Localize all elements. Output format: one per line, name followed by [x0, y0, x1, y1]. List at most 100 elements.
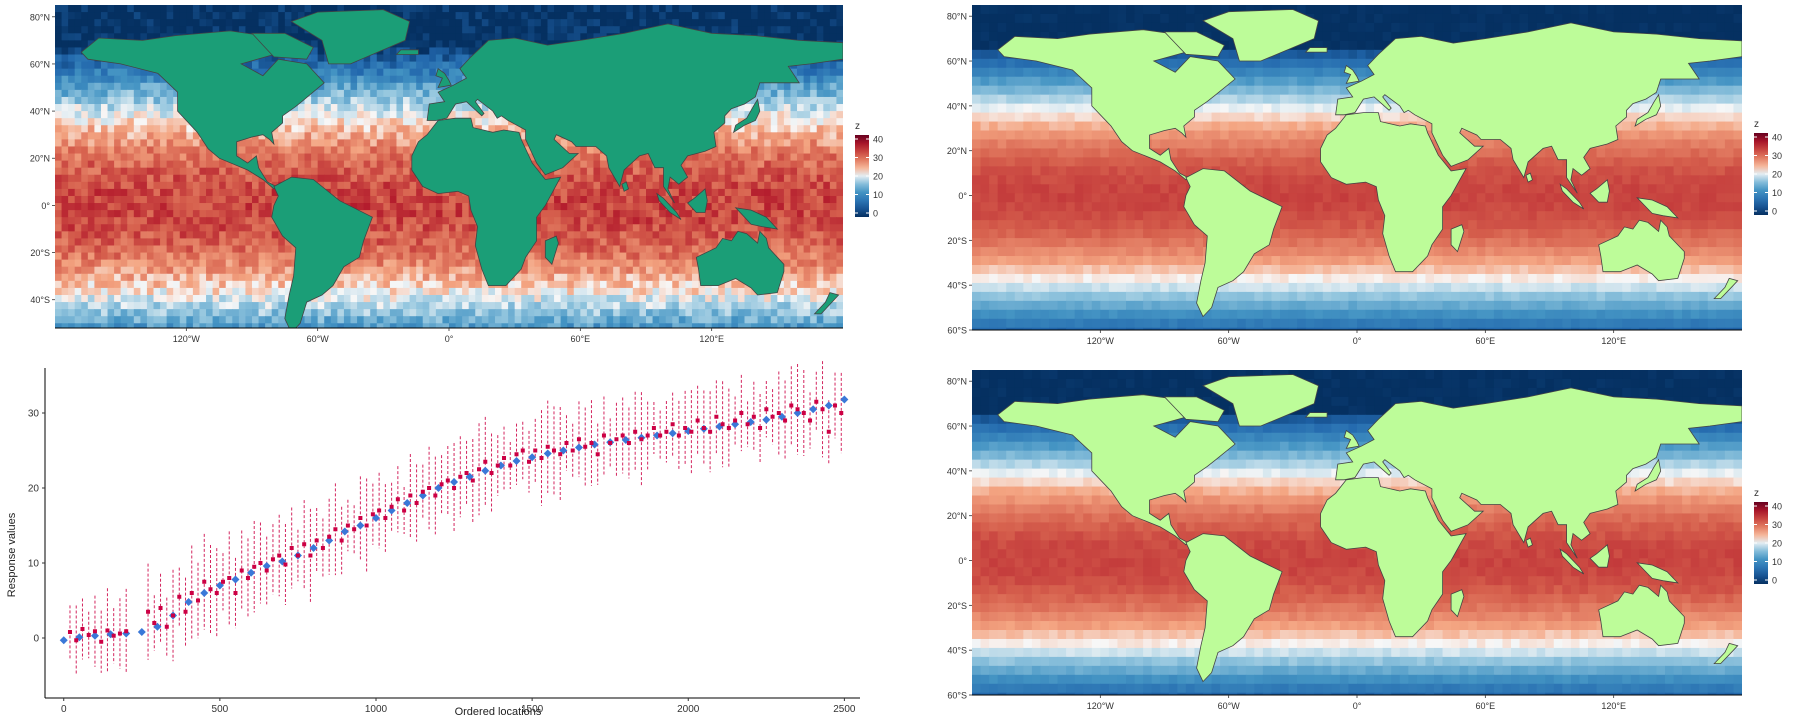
- trend-point: [60, 636, 68, 644]
- trend-point: [231, 576, 239, 584]
- observed-point: [664, 430, 668, 434]
- observed-point: [458, 475, 462, 479]
- lat-tick-label: 20°N: [30, 154, 50, 164]
- lat-tick-label: 40°S: [947, 281, 967, 291]
- observed-point: [477, 467, 481, 471]
- landmass: [1306, 413, 1327, 418]
- trend-point: [575, 444, 583, 452]
- observed-point: [465, 471, 469, 475]
- observed-point: [821, 407, 825, 411]
- lat-tick-label: 20°N: [947, 511, 967, 521]
- observed-point: [621, 434, 625, 438]
- lat-tick-label: 40°S: [30, 295, 50, 305]
- observed-point: [577, 437, 581, 441]
- observed-point: [112, 634, 116, 638]
- legend-tick-label: 0: [1772, 576, 1777, 586]
- observed-point: [702, 426, 706, 430]
- observed-point: [80, 627, 84, 631]
- legend-tick-label: 30: [1772, 520, 1782, 530]
- observed-point: [358, 516, 362, 520]
- observed-point: [68, 630, 72, 634]
- observed-point: [177, 595, 181, 599]
- lon-tick-label: 0°: [1353, 336, 1362, 346]
- lon-tick-label: 120°E: [699, 334, 724, 344]
- observed-point: [546, 445, 550, 449]
- observed-point: [789, 404, 793, 408]
- observed-point: [671, 422, 675, 426]
- lon-tick-label: 0°: [445, 334, 454, 344]
- observed-point: [739, 411, 743, 415]
- observed-point: [833, 404, 837, 408]
- observed-point: [371, 512, 375, 516]
- observed-point: [764, 407, 768, 411]
- observed-point: [352, 527, 356, 531]
- lat-tick-label: 0°: [958, 556, 967, 566]
- trend-point: [669, 429, 677, 437]
- observed-point: [333, 527, 337, 531]
- observed-point: [308, 554, 312, 558]
- observed-point: [714, 415, 718, 419]
- observed-point: [839, 411, 843, 415]
- observed-point: [483, 460, 487, 464]
- lat-tick-label: 60°S: [947, 691, 967, 701]
- observed-point: [814, 400, 818, 404]
- observed-point: [627, 441, 631, 445]
- observed-point: [471, 479, 475, 483]
- y-axis-label: Response values: [6, 512, 18, 597]
- observed-point: [124, 629, 128, 633]
- observed-point: [721, 422, 725, 426]
- observed-point: [74, 638, 78, 642]
- observed-point: [402, 509, 406, 513]
- observed-point: [408, 494, 412, 498]
- observed-point: [733, 419, 737, 423]
- observed-point: [315, 539, 319, 543]
- observed-point: [639, 437, 643, 441]
- observed-point: [533, 449, 537, 453]
- observed-point: [752, 415, 756, 419]
- observed-point: [508, 464, 512, 468]
- observed-point: [521, 449, 525, 453]
- legend-tick-label: 20: [1772, 170, 1782, 180]
- observed-point: [515, 452, 519, 456]
- observed-point: [146, 610, 150, 614]
- legend-tick-label: 10: [1772, 557, 1782, 567]
- lat-tick-label: 20°S: [30, 248, 50, 258]
- legend-tick-label: 10: [1772, 188, 1782, 198]
- lat-tick-label: 80°N: [30, 12, 50, 22]
- observed-point: [346, 524, 350, 528]
- legend-tick-label: 20: [873, 172, 883, 182]
- observed-point: [171, 614, 175, 618]
- legend-tick-label: 0: [873, 209, 878, 219]
- observed-point: [99, 640, 103, 644]
- observed-point: [233, 591, 237, 595]
- legend-tick-label: 10: [873, 190, 883, 200]
- x-tick-label: 500: [212, 704, 229, 715]
- lat-tick-label: 0°: [41, 201, 50, 211]
- trend-point: [481, 467, 489, 475]
- lat-tick-label: 20°N: [947, 146, 967, 156]
- legend-tick-label: 40: [873, 135, 883, 145]
- observed-point: [421, 490, 425, 494]
- observed-point: [327, 535, 331, 539]
- lat-tick-label: 0°: [958, 191, 967, 201]
- observed-point: [365, 524, 369, 528]
- observed-point: [490, 471, 494, 475]
- observed-point: [152, 621, 156, 625]
- lat-tick-label: 20°S: [947, 601, 967, 611]
- observed-point: [321, 546, 325, 550]
- observed-point: [440, 482, 444, 486]
- y-tick-label: 0: [33, 634, 39, 645]
- trend-point: [825, 402, 833, 410]
- lon-tick-label: 0°: [1353, 701, 1362, 711]
- lon-tick-label: 60°E: [1476, 336, 1496, 346]
- y-tick-label: 30: [28, 409, 40, 420]
- observed-point: [558, 452, 562, 456]
- lat-tick-label: 40°N: [947, 101, 967, 111]
- observed-point: [646, 434, 650, 438]
- observed-point: [571, 449, 575, 453]
- observed-point: [277, 554, 281, 558]
- observed-point: [652, 426, 656, 430]
- observed-point: [746, 422, 750, 426]
